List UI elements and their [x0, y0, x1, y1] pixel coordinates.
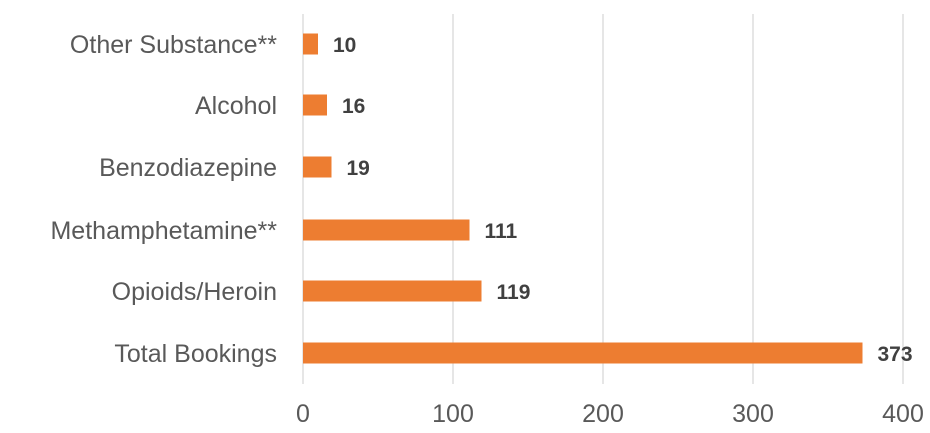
data-label: 10: [333, 34, 356, 57]
category-labels: Other Substance** Alcohol Benzodiazepine Me…: [50, 31, 277, 368]
category-label: Benzodiazepine: [99, 154, 277, 182]
bars: [303, 33, 863, 364]
data-label: 119: [497, 281, 531, 304]
bar: [303, 33, 318, 55]
category-label: Total Bookings: [114, 340, 277, 368]
x-tick-label: 200: [582, 400, 624, 428]
gridlines: [302, 14, 904, 384]
x-axis-tick-labels: 0 100 200 300 400: [296, 400, 924, 428]
bar: [303, 280, 482, 302]
data-label: 16: [342, 95, 365, 118]
x-tick-label: 400: [882, 400, 924, 428]
category-label: Other Substance**: [70, 31, 277, 59]
category-label: Alcohol: [195, 92, 277, 120]
data-label: 19: [347, 157, 370, 180]
bar: [303, 219, 470, 241]
data-labels: 10 16 19 111 119 373: [333, 34, 913, 366]
category-label: Opioids/Heroin: [112, 278, 277, 306]
data-label: 373: [878, 343, 913, 366]
bar: [303, 156, 332, 178]
bar: [303, 342, 863, 364]
bar: [303, 94, 327, 116]
category-label: Methamphetamine**: [50, 217, 277, 245]
data-label: 111: [485, 220, 518, 243]
x-tick-label: 300: [732, 400, 774, 428]
x-tick-label: 100: [432, 400, 474, 428]
x-tick-label: 0: [296, 400, 310, 428]
